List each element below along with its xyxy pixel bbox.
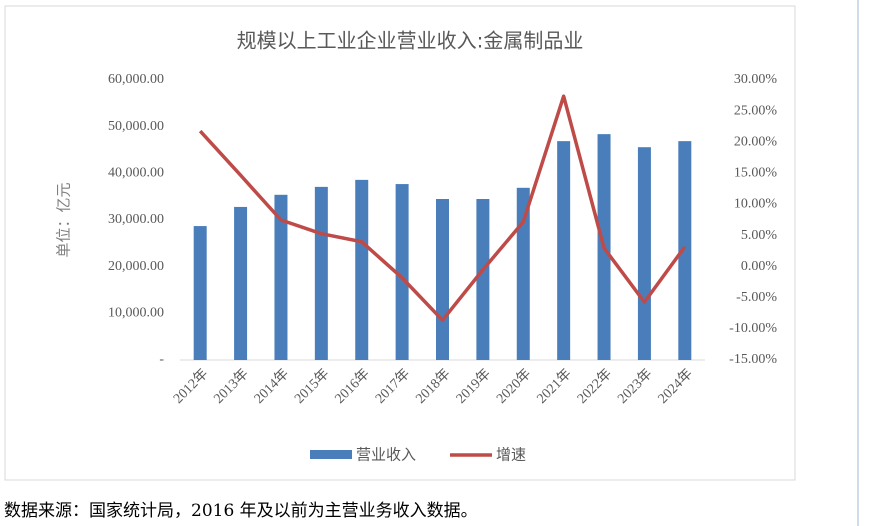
bar	[678, 141, 692, 360]
y2-tick-label: 25.00%	[734, 103, 778, 118]
bar	[395, 184, 409, 360]
bar	[557, 141, 571, 360]
y2-tick-label: -15.00%	[729, 352, 777, 367]
legend-label: 营业收入	[356, 446, 416, 464]
bar	[355, 179, 369, 360]
chart-title: 规模以上工业企业营业收入:金属制品业	[237, 29, 584, 53]
bar	[516, 187, 530, 360]
y-tick-label: 50,000.00	[108, 119, 164, 134]
y2-tick-label: 10.00%	[734, 197, 778, 212]
y-axis-label: 单位：亿元	[55, 182, 73, 257]
y-tick-label: -	[159, 352, 164, 367]
y-tick-label: 60,000.00	[108, 72, 164, 87]
y2-tick-label: -5.00%	[736, 290, 777, 305]
y-tick-label: 20,000.00	[108, 259, 164, 274]
y-tick-label: 40,000.00	[108, 166, 164, 181]
bar	[193, 226, 207, 360]
bar	[314, 186, 328, 360]
y2-tick-label: 15.00%	[734, 166, 778, 181]
bar	[234, 206, 248, 360]
y-tick-label: 10,000.00	[108, 306, 164, 321]
bar	[476, 199, 490, 360]
bar	[436, 199, 449, 360]
bar	[274, 194, 288, 360]
line	[198, 94, 687, 322]
y2-tick-label: 20.00%	[734, 134, 778, 149]
legend-label: 增速	[496, 446, 526, 464]
y-tick-label: 30,000.00	[108, 212, 164, 227]
y2-tick-label: 5.00%	[741, 228, 778, 243]
y2-tick-label: -10.00%	[729, 321, 777, 336]
y2-tick-label: 0.00%	[741, 259, 778, 274]
bar	[637, 147, 651, 360]
legend-swatch	[310, 450, 352, 459]
footnote: 数据来源：国家统计局，2016 年及以前为主营业务收入数据。	[4, 501, 478, 521]
y2-tick-label: 30.00%	[734, 72, 778, 87]
